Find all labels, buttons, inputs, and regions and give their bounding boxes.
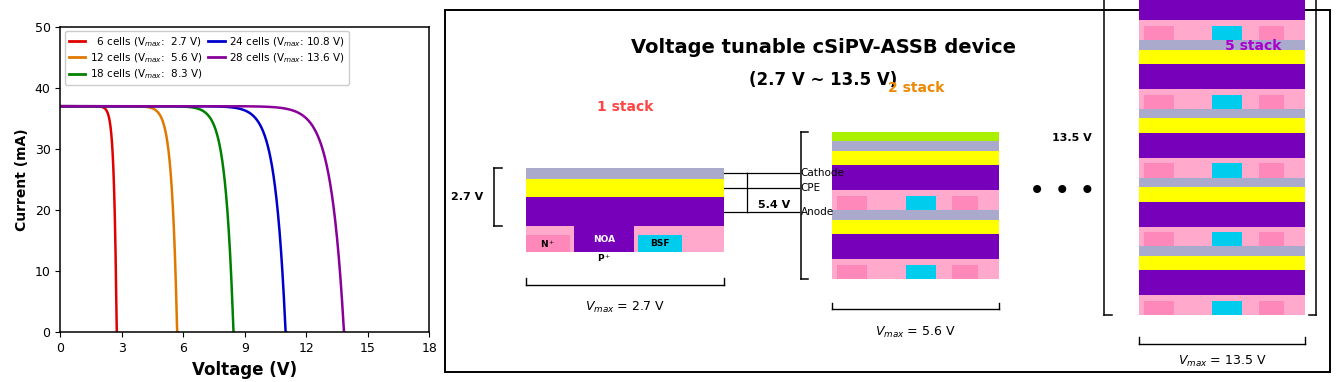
Bar <box>1144 26 1173 40</box>
Bar <box>1144 163 1173 178</box>
Text: 5.4 V: 5.4 V <box>758 200 790 210</box>
Text: 13.5 V: 13.5 V <box>1053 133 1092 144</box>
Legend:   6 cells (V$_{max}$:  2.7 V), 12 cells (V$_{max}$:  5.6 V), 18 cells (V$_{max}$: 6 cells (V$_{max}$: 2.7 V), 12 cells (V$… <box>64 31 349 85</box>
Bar <box>1139 256 1305 270</box>
Text: Voltage tunable cSiPV-ASSB device: Voltage tunable cSiPV-ASSB device <box>630 38 1016 57</box>
Text: Cathode: Cathode <box>801 168 845 178</box>
Bar <box>1139 0 1305 20</box>
Bar <box>833 165 999 190</box>
Bar <box>526 179 724 197</box>
Bar <box>574 226 633 252</box>
Bar <box>833 141 999 151</box>
FancyBboxPatch shape <box>445 10 1330 372</box>
Bar <box>833 190 999 210</box>
Bar <box>1139 118 1305 133</box>
Text: 5 stack: 5 stack <box>1226 39 1282 53</box>
Text: $V_{max}$ = 2.7 V: $V_{max}$ = 2.7 V <box>585 300 665 315</box>
Bar <box>905 265 936 279</box>
Y-axis label: Current (mA): Current (mA) <box>15 128 30 231</box>
Bar <box>1212 163 1242 178</box>
Bar <box>638 235 681 252</box>
Bar <box>1139 270 1305 295</box>
Bar <box>1139 109 1305 118</box>
Bar <box>526 226 724 252</box>
Bar <box>1139 20 1305 40</box>
Bar <box>1139 89 1305 109</box>
Bar <box>1139 227 1305 246</box>
Text: 2 stack: 2 stack <box>888 81 944 95</box>
Bar <box>1259 26 1285 40</box>
Bar <box>1259 301 1285 315</box>
Bar <box>905 196 936 210</box>
Text: BSF: BSF <box>650 239 669 248</box>
Bar <box>833 220 999 234</box>
Text: (2.7 V ∼ 13.5 V): (2.7 V ∼ 13.5 V) <box>750 71 897 89</box>
Bar <box>837 196 868 210</box>
Bar <box>952 196 978 210</box>
Bar <box>1139 246 1305 256</box>
Text: $V_{max}$ = 13.5 V: $V_{max}$ = 13.5 V <box>1177 353 1266 369</box>
Bar <box>1139 178 1305 187</box>
Text: Anode: Anode <box>801 207 834 217</box>
Bar <box>1139 64 1305 89</box>
Bar <box>526 235 570 252</box>
Bar <box>833 151 999 165</box>
Bar <box>1144 232 1173 246</box>
Bar <box>952 265 978 279</box>
Text: N$^+$: N$^+$ <box>540 238 555 250</box>
Bar <box>526 168 724 179</box>
Bar <box>526 197 724 226</box>
Bar <box>1259 95 1285 109</box>
Text: 2.7 V: 2.7 V <box>452 192 484 202</box>
Bar <box>1212 301 1242 315</box>
Bar <box>1212 232 1242 246</box>
Bar <box>1139 187 1305 202</box>
Bar <box>1139 202 1305 227</box>
Bar <box>1139 40 1305 50</box>
Bar <box>1212 26 1242 40</box>
Bar <box>833 259 999 279</box>
Bar <box>1139 295 1305 315</box>
Bar <box>833 132 999 141</box>
Bar <box>1139 50 1305 64</box>
Bar <box>1212 95 1242 109</box>
Bar <box>1139 158 1305 178</box>
Text: 1 stack: 1 stack <box>597 100 653 114</box>
Bar <box>837 265 868 279</box>
Text: • • •: • • • <box>1029 177 1096 205</box>
Text: NOA: NOA <box>593 235 616 244</box>
X-axis label: Voltage (V): Voltage (V) <box>192 361 298 379</box>
Bar <box>833 234 999 259</box>
Text: $V_{max}$ = 5.6 V: $V_{max}$ = 5.6 V <box>876 325 956 340</box>
Bar <box>1139 133 1305 158</box>
Text: CPE: CPE <box>801 183 821 193</box>
Bar <box>1259 232 1285 246</box>
Bar <box>1259 163 1285 178</box>
Text: P$^+$: P$^+$ <box>597 252 611 264</box>
Bar <box>1144 95 1173 109</box>
Bar <box>833 210 999 220</box>
Bar <box>1144 301 1173 315</box>
